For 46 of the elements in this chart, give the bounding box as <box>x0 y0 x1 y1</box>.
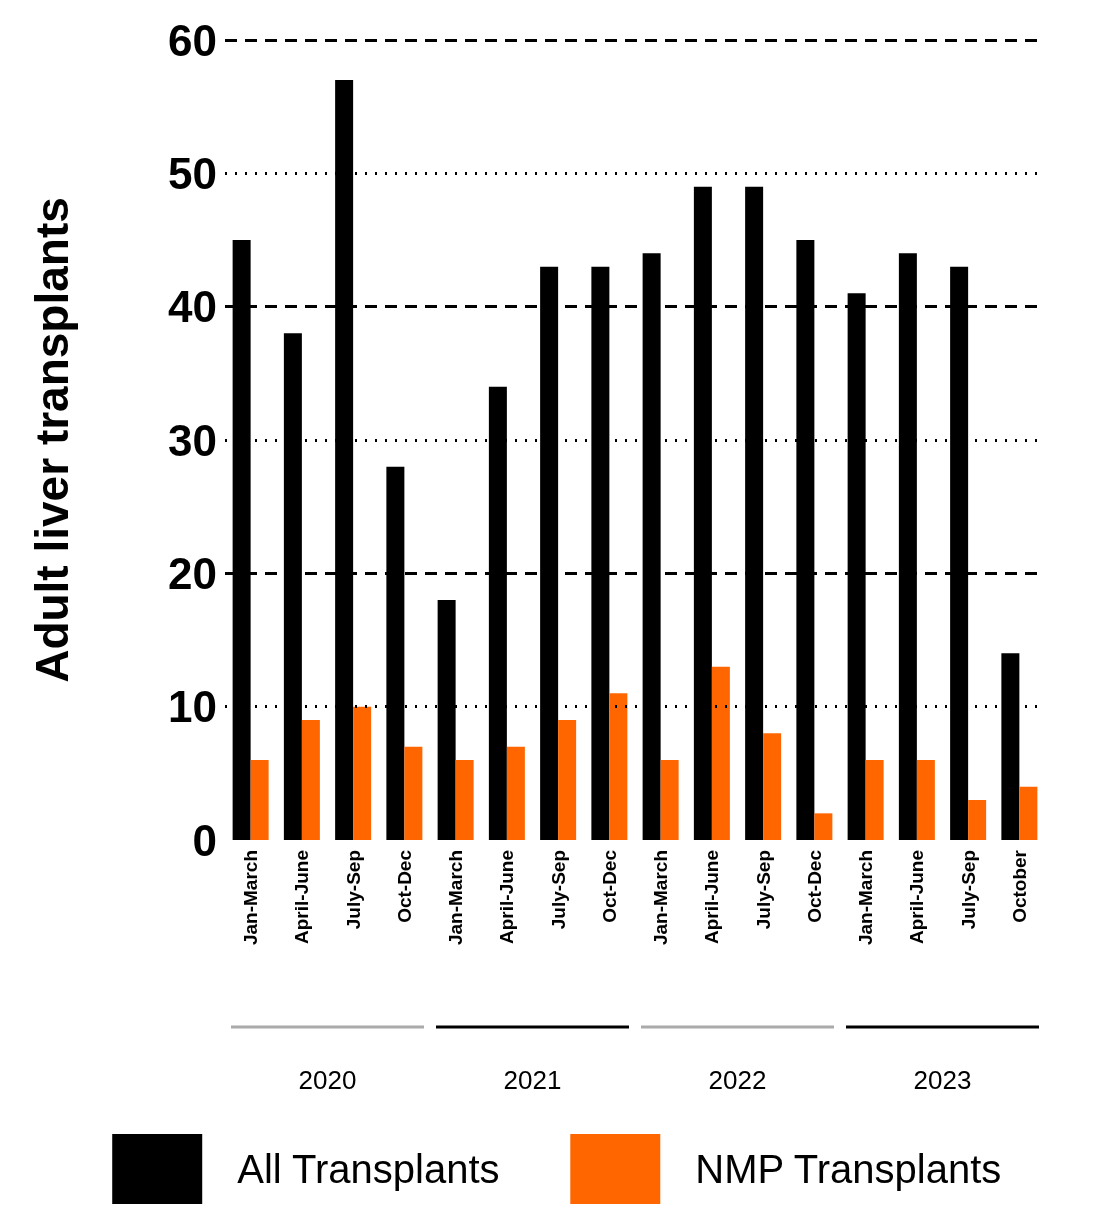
x-tick-label: October <box>1008 849 1030 923</box>
bar <box>404 746 423 840</box>
bar <box>763 733 782 840</box>
y-tick-label: 60 <box>168 15 217 65</box>
y-tick-label: 30 <box>168 415 217 465</box>
x-tick-label: Jan-March <box>855 850 877 946</box>
bar <box>301 720 320 840</box>
bar <box>1019 786 1038 840</box>
x-tick-label: July-Sep <box>752 850 774 930</box>
y-tick-label: 10 <box>168 682 217 732</box>
x-tick-label: Jan-March <box>445 850 467 946</box>
y-tick-label: 50 <box>168 148 217 198</box>
legend-label: All Transplants <box>237 1147 500 1191</box>
x-tick-label: April-June <box>291 850 313 944</box>
bar <box>865 760 884 840</box>
x-tick-label: July-Sep <box>342 850 364 930</box>
bar <box>455 760 474 840</box>
bar <box>506 746 525 840</box>
bar <box>968 800 987 840</box>
legend-label: NMP Transplants <box>695 1147 1002 1191</box>
x-tick-label: Oct-Dec <box>393 849 415 923</box>
text: 2020 <box>298 1065 357 1095</box>
text: 2022 <box>708 1065 767 1095</box>
x-tick-label: Oct-Dec <box>803 849 825 923</box>
x-tick-label: July-Sep <box>957 850 979 930</box>
x-tick-label: April-June <box>701 850 723 944</box>
x-tick-label: April-June <box>496 850 518 944</box>
bar <box>609 693 628 840</box>
y-tick-label: 20 <box>168 548 217 598</box>
x-tick-label: Oct-Dec <box>598 849 620 923</box>
x-tick-label: Jan-March <box>650 850 672 946</box>
bar <box>916 760 935 840</box>
x-tick-label: July-Sep <box>547 850 569 930</box>
y-tick-label: 40 <box>168 282 217 332</box>
y-tick-label: 0 <box>192 815 217 865</box>
text: 2021 <box>503 1065 562 1095</box>
bar <box>660 760 679 840</box>
y-axis-title: Adult liver transplants <box>26 197 78 683</box>
bar <box>250 760 269 840</box>
x-tick-label: Jan-March <box>240 850 262 946</box>
bar <box>814 813 833 840</box>
x-tick-label: April-June <box>906 850 928 944</box>
bar <box>353 706 372 840</box>
bar <box>711 666 730 840</box>
bar <box>558 720 577 840</box>
text: 2023 <box>913 1065 972 1095</box>
